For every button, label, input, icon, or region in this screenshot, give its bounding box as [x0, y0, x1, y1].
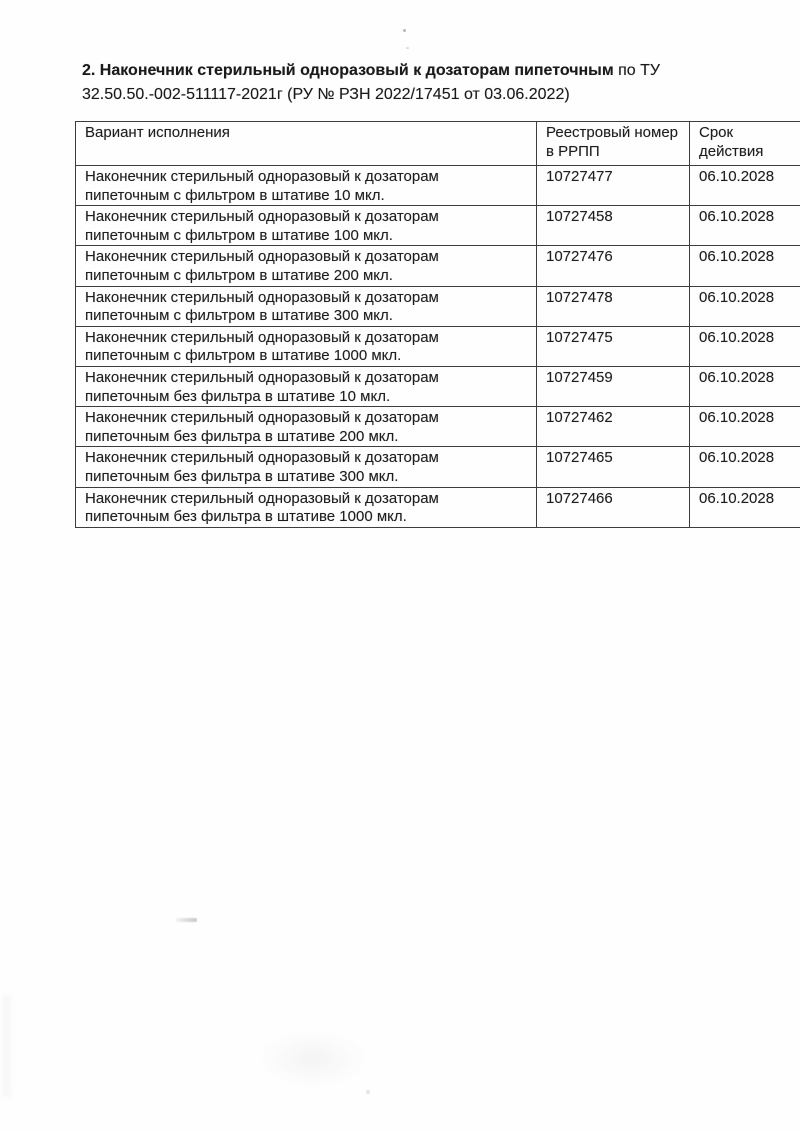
scan-edge-shadow: [2, 995, 11, 1097]
registry-number-cell: 10727462: [536, 406, 690, 448]
variant-cell: Наконечник стерильный одноразовый к доза…: [75, 446, 537, 488]
table-row: Наконечник стерильный одноразовый к доза…: [75, 285, 800, 327]
scan-speck: [366, 1090, 370, 1094]
variant-cell: Наконечник стерильный одноразовый к доза…: [75, 325, 537, 367]
expiry-date-cell: 06.10.2028: [689, 325, 800, 367]
expiry-date-cell: 06.10.2028: [689, 486, 800, 528]
section-title: 2. Наконечник стерильный одноразовый к д…: [82, 59, 747, 106]
expiry-column-header: Срок действия: [689, 121, 800, 166]
expiry-date-cell: 06.10.2028: [689, 164, 800, 207]
variant-cell: Наконечник стерильный одноразовый к доза…: [75, 486, 537, 528]
table-row: Наконечник стерильный одноразовый к доза…: [75, 365, 800, 408]
variant-cell: Наконечник стерильный одноразовый к доза…: [75, 365, 537, 408]
expiry-date-cell: 06.10.2028: [689, 205, 800, 247]
header-row: Вариант исполнения Реестровый номер в РР…: [75, 121, 800, 166]
registry-table: Вариант исполнения Реестровый номер в РР…: [75, 121, 800, 528]
scan-speck: [406, 47, 409, 49]
variant-cell: Наконечник стерильный одноразовый к доза…: [75, 205, 537, 247]
table-row: Наконечник стерильный одноразовый к доза…: [75, 164, 800, 207]
table-row: Наконечник стерильный одноразовый к доза…: [75, 325, 800, 367]
registry-number-column-header: Реестровый номер в РРПП: [536, 121, 690, 166]
registry-number-cell: 10727459: [536, 365, 690, 408]
scan-smudge: [176, 918, 197, 922]
registry-number-cell: 10727475: [536, 325, 690, 367]
expiry-date-cell: 06.10.2028: [689, 446, 800, 488]
registry-number-cell: 10727477: [536, 164, 690, 207]
scan-speck: [403, 29, 406, 32]
table-row: Наконечник стерильный одноразовый к доза…: [75, 446, 800, 488]
expiry-date-cell: 06.10.2028: [689, 245, 800, 287]
registry-table-body: Наконечник стерильный одноразовый к доза…: [75, 164, 800, 528]
registry-number-cell: 10727465: [536, 446, 690, 488]
table-row: Наконечник стерильный одноразовый к доза…: [75, 486, 800, 528]
section-title-suffix: по ТУ: [613, 62, 661, 79]
expiry-date-cell: 06.10.2028: [689, 285, 800, 327]
table-row: Наконечник стерильный одноразовый к доза…: [75, 406, 800, 448]
table-row: Наконечник стерильный одноразовый к доза…: [75, 205, 800, 247]
section-title-line2: 32.50.50.-002-511117-2021г (РУ № РЗН 202…: [82, 85, 570, 103]
variant-cell: Наконечник стерильный одноразовый к доза…: [75, 245, 537, 287]
variant-cell: Наконечник стерильный одноразовый к доза…: [75, 285, 537, 327]
registry-number-cell: 10727466: [536, 486, 690, 528]
section-title-line1: 2. Наконечник стерильный одноразовый к д…: [82, 59, 747, 83]
registry-number-cell: 10727478: [536, 285, 690, 327]
scan-blotch: [258, 1030, 368, 1088]
registry-number-cell: 10727458: [536, 205, 690, 247]
section-title-bold: 2. Наконечник стерильный одноразовый к д…: [82, 62, 614, 79]
registry-table-head: Вариант исполнения Реестровый номер в РР…: [75, 121, 800, 166]
table-row: Наконечник стерильный одноразовый к доза…: [75, 245, 800, 287]
expiry-date-cell: 06.10.2028: [689, 365, 800, 408]
expiry-date-cell: 06.10.2028: [689, 406, 800, 448]
variant-cell: Наконечник стерильный одноразовый к доза…: [75, 164, 537, 207]
variant-cell: Наконечник стерильный одноразовый к доза…: [75, 406, 537, 448]
variant-column-header: Вариант исполнения: [75, 121, 537, 166]
registry-number-cell: 10727476: [536, 245, 690, 287]
